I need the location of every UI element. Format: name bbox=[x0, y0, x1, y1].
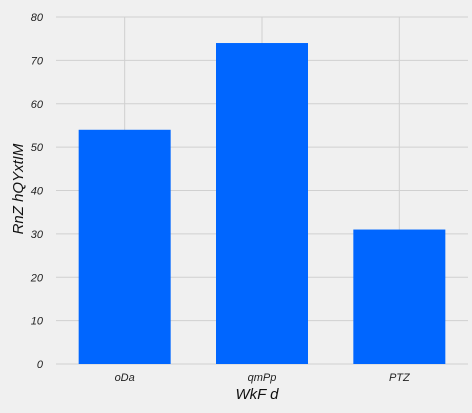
bar-qmPp bbox=[216, 43, 308, 365]
y-tick-label: 70 bbox=[31, 55, 44, 67]
x-tick-label: qmPp bbox=[248, 372, 277, 384]
y-tick-label: 40 bbox=[31, 186, 44, 198]
bars bbox=[78, 43, 446, 365]
y-tick-label: 60 bbox=[31, 99, 44, 111]
x-tick-label: oDa bbox=[115, 372, 135, 384]
bar-oDa bbox=[78, 129, 171, 364]
y-tick-label: 30 bbox=[31, 229, 44, 241]
bar-PTZ bbox=[353, 229, 446, 364]
x-axis-label: WkF d bbox=[235, 386, 279, 403]
y-axis-ticks: 0 10 20 30 40 50 60 70 80 bbox=[30, 12, 44, 371]
y-tick-label: 80 bbox=[31, 12, 44, 24]
y-tick-label: 20 bbox=[30, 272, 44, 284]
x-tick-label: PTZ bbox=[389, 372, 411, 384]
y-tick-label: 50 bbox=[31, 142, 44, 154]
y-tick-label: 0 bbox=[37, 359, 44, 371]
y-tick-label: 10 bbox=[31, 316, 44, 328]
x-axis-ticks: oDa qmPp PTZ bbox=[115, 372, 411, 384]
y-axis-label: RnZ hQYxtIM bbox=[10, 143, 27, 234]
